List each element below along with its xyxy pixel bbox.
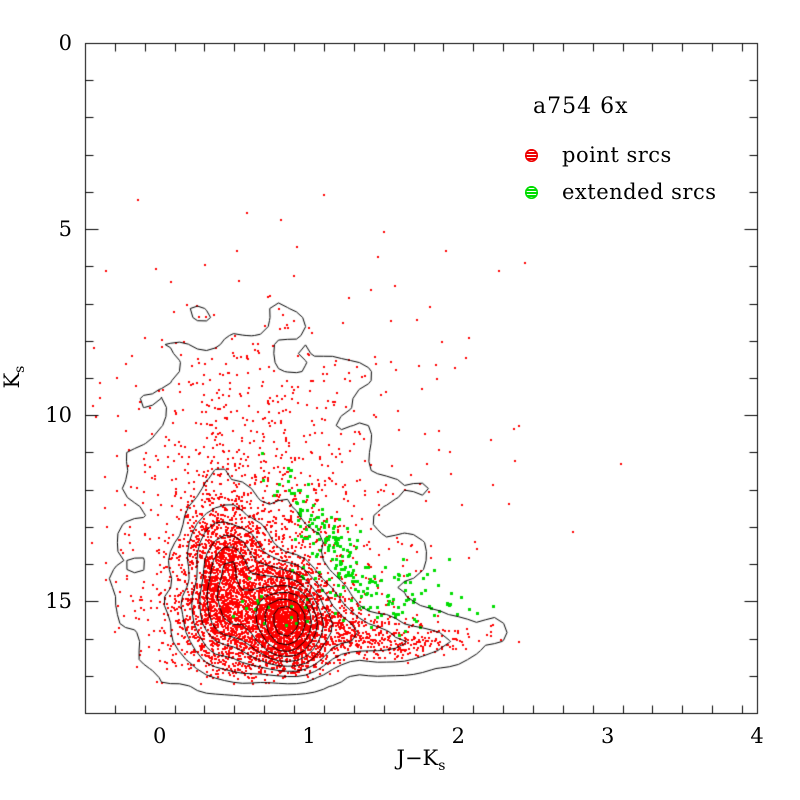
x-axis-title-main: J−K [396, 746, 439, 770]
legend-title: a754 6x [533, 94, 629, 119]
y-tick-label: 10 [45, 403, 72, 428]
x-tick-label: 2 [451, 724, 466, 748]
x-tick-label: 1 [302, 724, 316, 748]
x-axis-title-sub: s [438, 758, 446, 775]
y-axis-title-main: K [0, 372, 24, 389]
y-tick-label: 5 [58, 217, 72, 242]
y-axis-title-sub: s [12, 365, 29, 373]
legend-item-extended-srcs: extended srcs [525, 180, 717, 204]
x-tick-label: 4 [750, 724, 764, 748]
legend-item-point-srcs: point srcs [525, 143, 672, 167]
y-tick-label: 15 [45, 589, 72, 614]
extended-srcs-marker [525, 185, 538, 199]
point-srcs-label: point srcs [562, 143, 672, 167]
x-tick-label: 3 [600, 724, 615, 748]
point-srcs-marker [525, 148, 538, 162]
x-tick-label: 0 [152, 724, 167, 748]
extended-srcs-label: extended srcs [562, 180, 717, 204]
y-tick-label: 0 [58, 31, 72, 55]
x-axis-title: J−Ks [351, 746, 491, 774]
